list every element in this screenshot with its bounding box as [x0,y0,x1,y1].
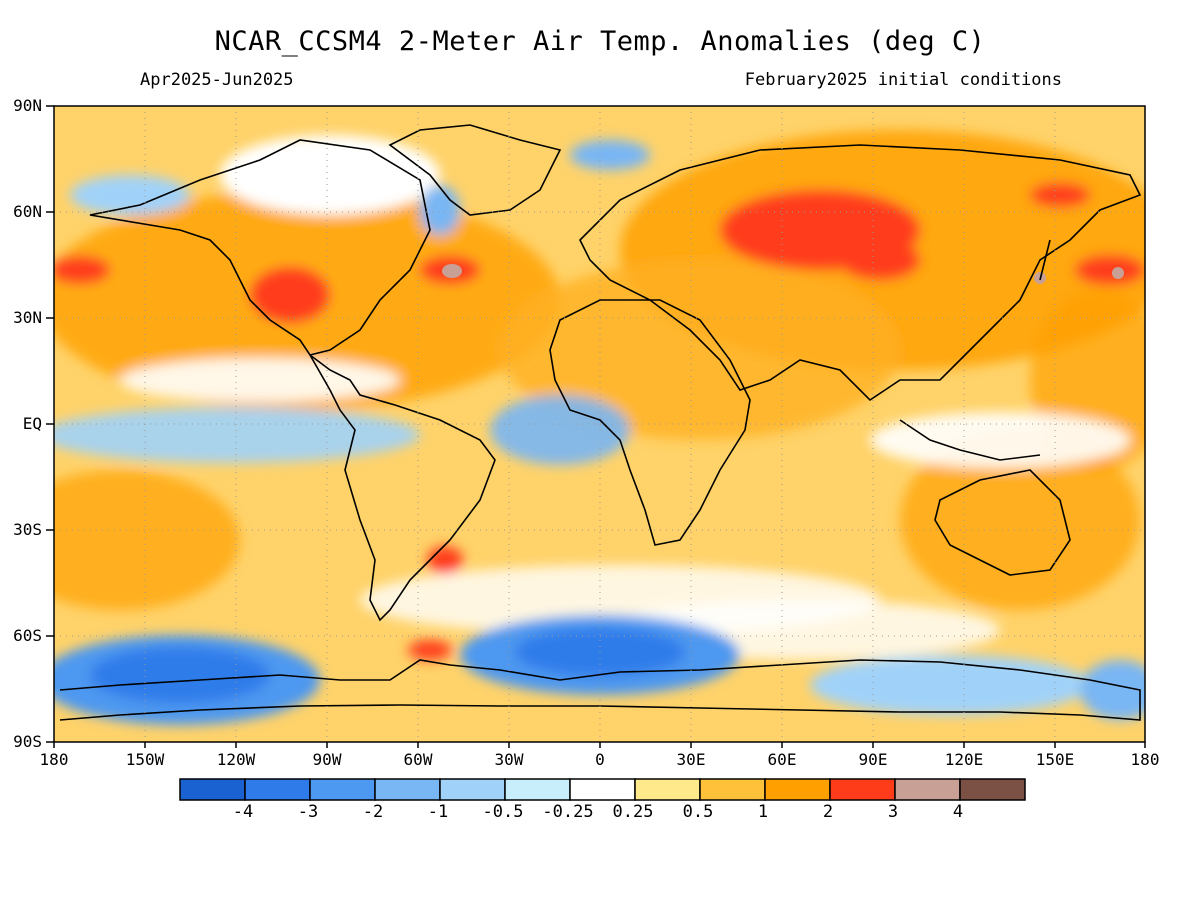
lat-label-30n: 30N [13,308,42,327]
colorbar-cell [439,778,506,801]
colorbar-cell [179,778,246,801]
colorbar-label: -0.25 [542,802,594,822]
lat-label-90n: 90N [13,96,42,115]
lat-label-90s: 90S [13,732,42,751]
graticule [54,106,1145,742]
colorbar-cell [959,778,1026,801]
forecast-period: Apr2025-Jun2025 [140,70,294,90]
colorbar-label: -3 [297,802,319,822]
colorbar-cell [699,778,766,801]
lon-label-0: 0 [595,750,605,769]
anomaly-map [46,105,1146,748]
lat-label-60s: 60S [13,626,42,645]
extreme-anomaly-spots [442,264,1124,284]
colorbar-cell [569,778,636,801]
colorbar-cell [244,778,311,801]
colorbar-label: 3 [887,802,899,822]
colorbar-label: -0.5 [482,802,524,822]
lon-label-180e: 180 [1130,750,1160,769]
coastlines [59,124,1142,721]
lon-label-90w: 90W [312,750,342,769]
axis-ticks [46,105,1146,748]
colorbar-label: 0.5 [682,802,714,822]
lon-label-60w: 60W [403,750,433,769]
colorbar-label: -2 [362,802,384,822]
lon-label-150w: 150W [125,750,165,769]
colorbar-label: -4 [232,802,254,822]
lat-label-eq: EQ [22,414,42,433]
lon-label-30w: 30W [494,750,524,769]
map-title: NCAR_CCSM4 2-Meter Air Temp. Anomalies (… [214,26,986,57]
colorbar-cell [764,778,831,801]
colorbar-label: 4 [952,802,964,822]
lon-label-30e: 30E [676,750,706,769]
initial-conditions: February2025 initial conditions [744,70,1062,90]
lon-label-120e: 120E [944,750,984,769]
colorbar-cell [309,778,376,801]
colorbar-label: 1 [757,802,769,822]
lon-label-120w: 120W [216,750,256,769]
colorbar-cell [504,778,571,801]
colorbar-cell [634,778,701,801]
lat-label-60n: 60N [13,202,42,221]
lon-label-150e: 150E [1035,750,1075,769]
colorbar-cell [894,778,961,801]
lat-label-30s: 30S [13,520,42,539]
anomaly-fields [54,130,1145,725]
lon-label-180w: 180 [39,750,69,769]
colorbar-cell [829,778,896,801]
colorbar-cell [374,778,441,801]
lon-label-90e: 90E [858,750,888,769]
colorbar-label: -1 [427,802,449,822]
lon-label-60e: 60E [767,750,797,769]
colorbar-label: 0.25 [612,802,654,822]
colorbar-label: 2 [822,802,834,822]
